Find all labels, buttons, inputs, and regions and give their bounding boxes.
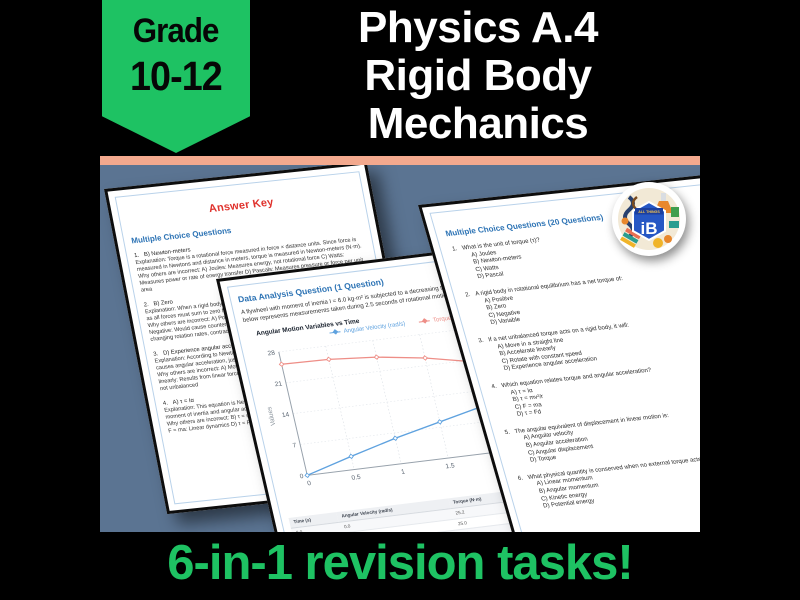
legend-line-marker-icon bbox=[419, 318, 431, 324]
grade-label: Grade bbox=[133, 12, 220, 50]
svg-text:28: 28 bbox=[267, 349, 276, 357]
all-things-ib-logo: ALL THINGS iB bbox=[611, 181, 687, 257]
tagline: 6-in-1 revision tasks! bbox=[167, 536, 633, 590]
question-number: 6. bbox=[517, 475, 524, 482]
svg-text:7: 7 bbox=[292, 442, 298, 449]
grade-ribbon: Grade 10-12 bbox=[102, 0, 250, 153]
svg-text:1.5: 1.5 bbox=[445, 462, 456, 470]
title-line-1: Physics A.4 bbox=[358, 3, 598, 52]
divider-bar bbox=[100, 156, 700, 165]
svg-text:21: 21 bbox=[274, 380, 283, 388]
logo-banner-text: ALL THINGS bbox=[638, 210, 660, 214]
legend-line-marker-icon bbox=[329, 329, 341, 335]
svg-text:0.5: 0.5 bbox=[351, 473, 362, 481]
title-line-3: Mechanics bbox=[367, 99, 589, 148]
svg-text:1: 1 bbox=[400, 468, 406, 475]
logo-badge-text: iB bbox=[641, 219, 658, 238]
question-number: 4. bbox=[490, 383, 498, 391]
question-number: 3. bbox=[477, 337, 485, 345]
title-line-2: Rigid Body bbox=[364, 51, 592, 100]
svg-text:0: 0 bbox=[299, 473, 305, 480]
svg-text:14: 14 bbox=[281, 411, 290, 419]
grade-range: 10-12 bbox=[130, 53, 223, 99]
svg-text:0: 0 bbox=[307, 480, 313, 487]
question-number: 1. bbox=[451, 246, 459, 253]
question-number: 2. bbox=[464, 292, 472, 299]
question-number: 5. bbox=[504, 429, 511, 436]
worksheet-collage: Answer Key Multiple Choice Questions 1. B… bbox=[100, 165, 700, 532]
page-title: Physics A.4 Rigid Body Mechanics bbox=[252, 4, 704, 148]
svg-text:Values: Values bbox=[266, 405, 277, 426]
